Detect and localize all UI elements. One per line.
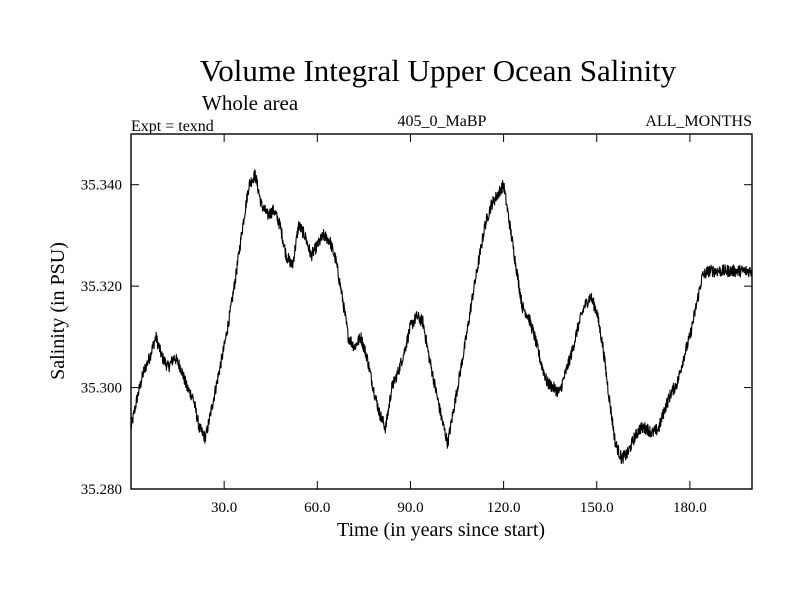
y-tick-label: 35.300 (81, 381, 122, 397)
x-tick-label: 60.0 (304, 500, 330, 516)
y-axis-label: Salinity (in PSU) (47, 242, 69, 380)
period-label: ALL_MONTHS (645, 113, 752, 130)
y-tick-label: 35.340 (81, 178, 122, 194)
series-line-salinity (130, 169, 753, 464)
y-tick-label: 35.320 (81, 279, 122, 295)
plot-frame (130, 133, 753, 490)
x-tick-label: 180.0 (673, 500, 707, 516)
x-tick-label: 30.0 (211, 500, 237, 516)
chart-title: Volume Integral Upper Ocean Salinity (200, 53, 677, 88)
x-tick-label: 90.0 (397, 500, 423, 516)
series-layer (130, 169, 753, 464)
x-axis-label: Time (in years since start) (337, 519, 545, 541)
y-tick-label: 35.280 (81, 482, 122, 498)
run-id-label: 405_0_MaBP (398, 113, 487, 130)
x-tick-label: 150.0 (580, 500, 614, 516)
chart-subtitle: Whole area (202, 91, 299, 115)
experiment-label: Expt = texnd (131, 118, 214, 135)
x-tick-label: 120.0 (487, 500, 521, 516)
axis-ticks: 30.0 60.0 90.0 120.0 150.0 180.0 35.280 35.300 3… (81, 134, 752, 516)
